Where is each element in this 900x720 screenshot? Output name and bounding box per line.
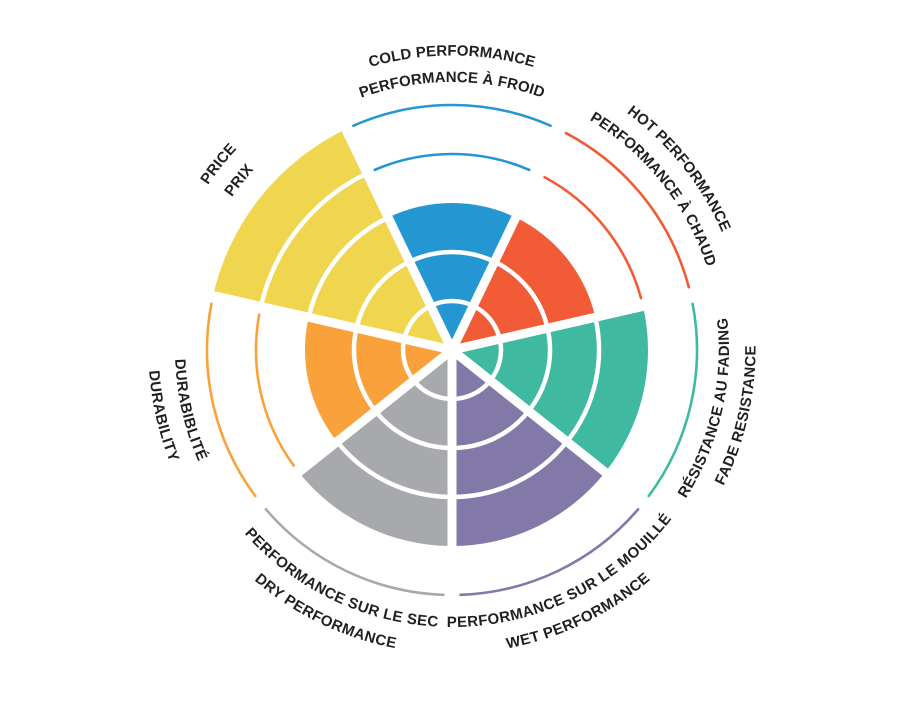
sector-dry-ring-3 — [335, 440, 453, 500]
sector-durability-fill — [305, 317, 452, 442]
sector-fade-ring-2 — [526, 327, 553, 413]
sector-durability-ring-2 — [351, 327, 378, 413]
sector-fade-ring-3 — [565, 316, 602, 444]
sector-cold-label-fr: PERFORMANCE À FROID — [357, 69, 547, 102]
sector-price-ring-3 — [306, 215, 390, 318]
sector-durability-level-arc-5 — [205, 302, 257, 498]
sector-cold-label-en: COLD PERFORMANCE — [367, 42, 538, 70]
sector-hot-level-arc-5 — [564, 131, 691, 289]
sector-separator-6 — [204, 289, 454, 355]
sector-cold-level-arc-4 — [373, 152, 531, 172]
sector-durability-level-arc-4 — [254, 313, 295, 467]
sector-dry-level-arc-5 — [264, 508, 445, 597]
sector-dry-fill — [298, 350, 452, 546]
sector-hot-ring-2 — [493, 259, 550, 329]
sector-price-fill — [213, 129, 452, 350]
unfilled-level-arcs — [205, 103, 699, 597]
sector-dry-ring-2 — [373, 409, 453, 451]
sector-separators — [204, 120, 700, 603]
sector-fade-level-arc-5 — [647, 302, 699, 498]
sector-separator-0 — [338, 120, 457, 352]
sector-wet-ring-3 — [451, 440, 569, 500]
sector-price-ring-2 — [354, 259, 411, 329]
sector-separator-5 — [251, 346, 455, 512]
sector-cold-fill — [388, 202, 516, 350]
sector-wet-ring-2 — [451, 409, 531, 451]
sector-cold-ring-2 — [408, 249, 496, 264]
sector-separator-2 — [450, 289, 700, 355]
sector-separator-1 — [447, 120, 566, 352]
sector-separator-3 — [449, 346, 653, 512]
sector-price-ring-4 — [258, 171, 368, 307]
sector-wet-level-arc-5 — [459, 508, 640, 597]
sector-wet-fill — [452, 350, 606, 546]
sector-cold-level-arc-5 — [352, 103, 552, 128]
sector-hot-level-arc-4 — [543, 175, 643, 300]
